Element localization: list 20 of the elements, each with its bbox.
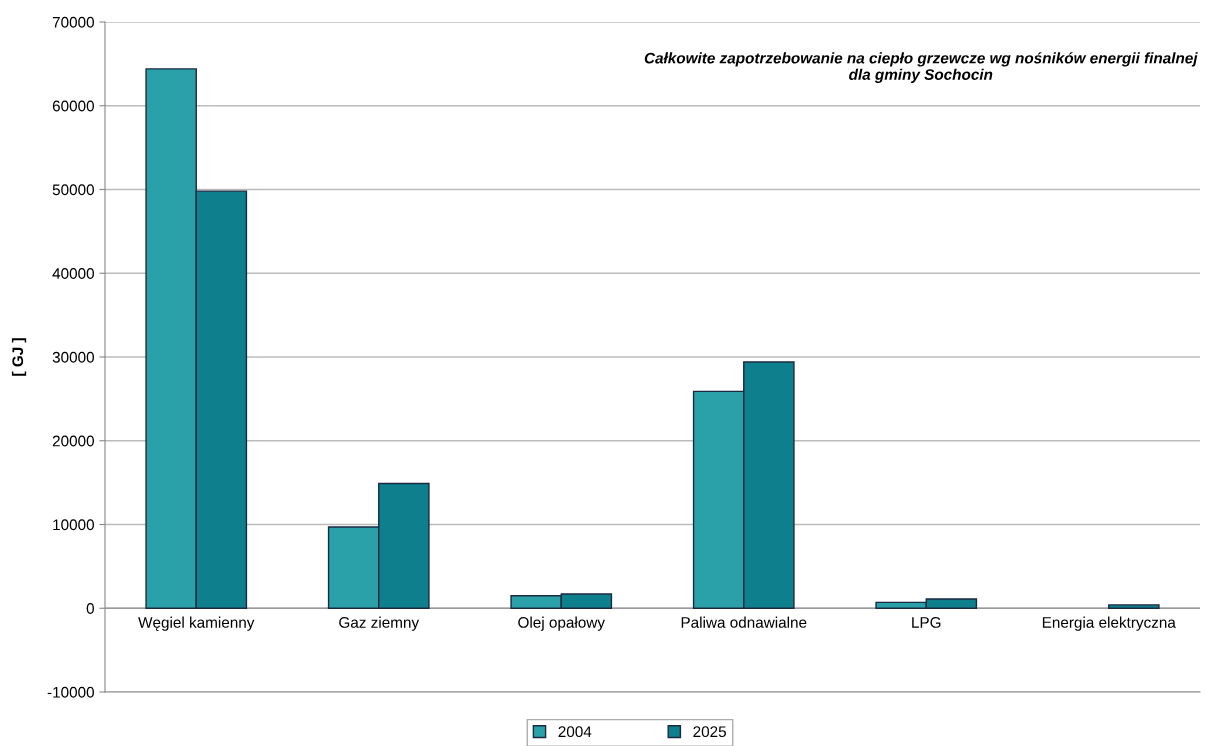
x-tick-label: Węgiel kamienny <box>138 616 255 631</box>
y-tick-label: 0 <box>86 603 94 614</box>
y-tick-label: 60000 <box>52 100 94 112</box>
y-tick-label: 30000 <box>52 351 94 363</box>
x-tick-label: Olej opałowy <box>518 616 605 631</box>
y-tick-label: 20000 <box>52 435 94 447</box>
text: Całkowite zapotrzebowanie na ciepło grzewcze wg nośników energii finalnej dla gminy Sochocin <box>644 52 1198 83</box>
x-tick-label: Gaz ziemny <box>339 616 420 631</box>
y-axis-title: [ GJ ] <box>11 338 27 376</box>
y-tick-label: 50000 <box>52 184 94 196</box>
y-tick-label: -10000 <box>47 686 94 698</box>
x-tick-label: LPG <box>912 617 941 628</box>
y-tick-label: 10000 <box>53 519 94 531</box>
legend-label: 2025 <box>693 726 726 738</box>
legend-label: 2004 <box>558 726 592 738</box>
y-tick-label: 40000 <box>52 268 94 279</box>
y-tick-label: 70000 <box>52 16 94 28</box>
bar <box>1108 604 1160 609</box>
x-tick-label: Energia elektryczna <box>1042 616 1176 631</box>
x-tick-label: Paliwa odnawialne <box>681 616 807 628</box>
